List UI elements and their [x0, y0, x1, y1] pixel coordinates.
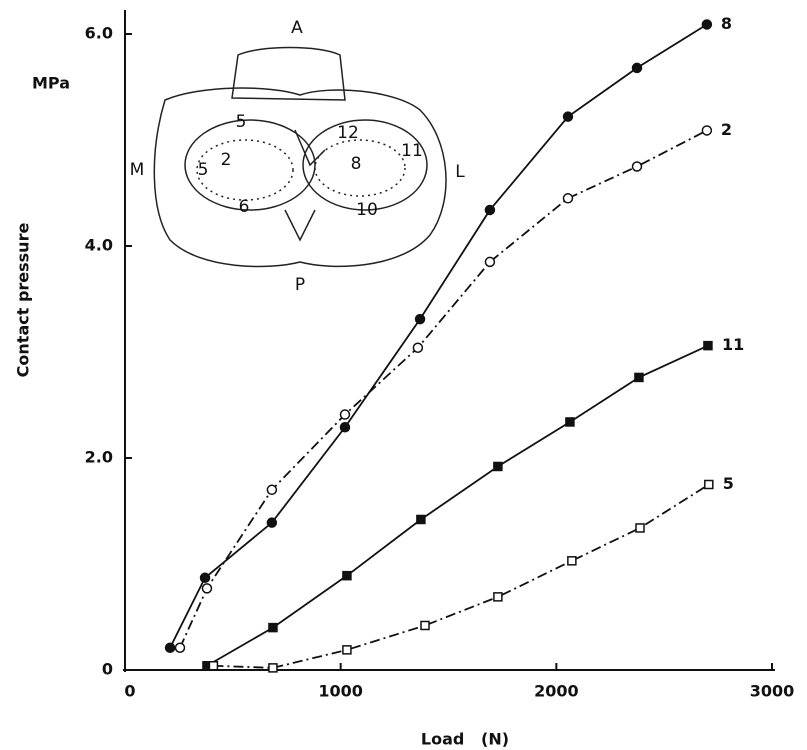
x-axis-label: Load (N) — [421, 730, 509, 749]
series-line — [206, 344, 709, 667]
series-label: 2 — [721, 120, 732, 139]
point — [266, 484, 278, 496]
inset-label: 5 — [236, 112, 247, 132]
series-label: 11 — [722, 335, 744, 354]
point — [342, 570, 352, 581]
point — [631, 62, 643, 74]
point — [493, 592, 503, 602]
y-tick-label: 2.0 — [85, 448, 113, 467]
series-line — [213, 483, 710, 669]
point — [704, 479, 714, 490]
y-axis-label: Contact pressure — [14, 223, 33, 378]
point — [562, 111, 574, 122]
point — [164, 642, 176, 653]
medial-contact — [196, 139, 294, 201]
point — [412, 342, 424, 354]
inset-label: 6 — [239, 197, 250, 217]
point — [703, 340, 713, 351]
point — [567, 556, 577, 566]
point — [484, 256, 496, 268]
point — [266, 517, 278, 528]
y-tick-label: 4.0 — [85, 236, 113, 255]
point — [199, 572, 211, 584]
x-tick-label: 3000 — [750, 682, 795, 701]
plateau-outline — [153, 87, 447, 268]
inset-label: L — [455, 162, 465, 182]
inset-label: 8 — [351, 154, 362, 174]
y-tick-label: 6.0 — [85, 24, 113, 43]
medial-condyle — [184, 119, 316, 211]
point — [339, 422, 351, 433]
spine — [284, 129, 326, 242]
point — [635, 523, 645, 533]
lateral-condyle — [302, 119, 428, 211]
point — [339, 409, 351, 420]
point — [484, 204, 496, 216]
inset-label: A — [291, 18, 303, 38]
point — [208, 661, 219, 671]
point — [701, 125, 713, 136]
inset-label: 11 — [401, 141, 423, 161]
axes — [123, 10, 775, 672]
point — [420, 620, 430, 631]
tubercle — [231, 46, 346, 101]
point — [416, 514, 426, 525]
point — [201, 583, 213, 594]
inset-label: P — [295, 275, 305, 295]
point — [174, 642, 186, 653]
inset-label: 2 — [221, 150, 232, 170]
point — [631, 161, 643, 172]
point — [414, 313, 426, 325]
y-tick-label: 0 — [102, 660, 113, 679]
point — [701, 19, 713, 30]
series-label: 8 — [721, 14, 732, 33]
inset-label: M — [130, 160, 145, 180]
x-tick-label: 2000 — [534, 682, 579, 701]
series-line — [179, 129, 708, 649]
point — [562, 193, 574, 204]
inset-label: 5 — [198, 160, 209, 180]
lateral-contact — [314, 139, 406, 197]
y-unit: MPa — [32, 74, 70, 93]
x-tick-label: 0 — [124, 682, 135, 701]
series-line — [169, 23, 708, 649]
point — [342, 645, 352, 655]
point — [565, 417, 575, 427]
point — [268, 622, 278, 633]
inset-label: 10 — [356, 200, 378, 220]
series-label: 5 — [723, 474, 734, 493]
point — [493, 461, 503, 472]
point — [268, 663, 278, 673]
inset-label: 12 — [337, 123, 359, 143]
point — [634, 372, 644, 383]
knee-inset: A 5 12 M 5 2 8 11 L 6 10 P — [130, 18, 466, 295]
x-tick-label: 1000 — [318, 682, 363, 701]
